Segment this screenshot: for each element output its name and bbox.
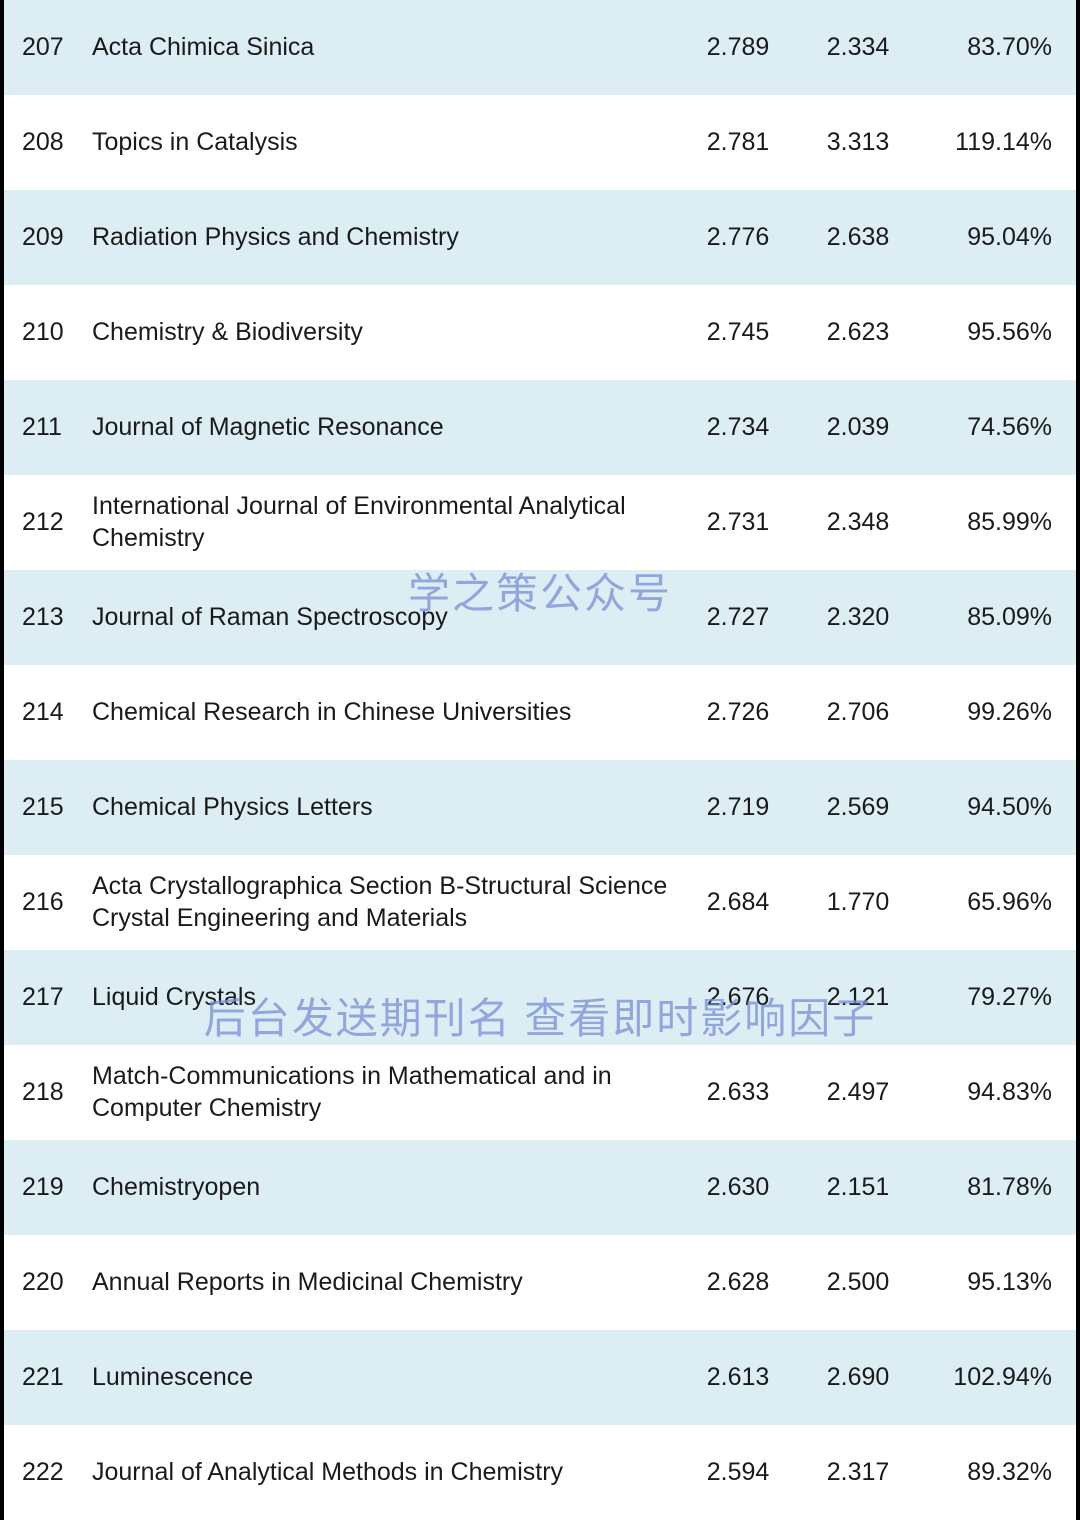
table-row: 222Journal of Analytical Methods in Chem… [4, 1425, 1076, 1520]
journal-name-cell: Chemical Research in Chinese Universitie… [82, 697, 678, 728]
table-row: 214Chemical Research in Chinese Universi… [4, 665, 1076, 760]
value1-cell: 2.727 [678, 603, 798, 632]
table-row: 209Radiation Physics and Chemistry2.7762… [4, 190, 1076, 285]
journal-name-cell: Acta Crystallographica Section B-Structu… [82, 871, 678, 934]
value2-cell: 2.569 [798, 793, 918, 822]
journal-name-cell: Topics in Catalysis [82, 127, 678, 158]
percent-cell: 85.09% [918, 603, 1058, 632]
percent-cell: 79.27% [918, 983, 1058, 1012]
rank-cell: 215 [22, 793, 82, 822]
value2-cell: 1.770 [798, 888, 918, 917]
journal-name-cell: Journal of Raman Spectroscopy [82, 602, 678, 633]
value2-cell: 2.039 [798, 413, 918, 442]
journal-name-cell: Radiation Physics and Chemistry [82, 222, 678, 253]
value2-cell: 2.151 [798, 1173, 918, 1202]
rank-cell: 218 [22, 1078, 82, 1107]
journal-name-cell: Chemical Physics Letters [82, 792, 678, 823]
percent-cell: 102.94% [918, 1363, 1058, 1392]
percent-cell: 95.04% [918, 223, 1058, 252]
value1-cell: 2.781 [678, 128, 798, 157]
table-row: 221Luminescence2.6132.690102.94% [4, 1330, 1076, 1425]
journal-name-cell: Liquid Crystals [82, 982, 678, 1013]
rank-cell: 212 [22, 508, 82, 537]
value1-cell: 2.633 [678, 1078, 798, 1107]
journal-name-cell: International Journal of Environmental A… [82, 491, 678, 554]
percent-cell: 85.99% [918, 508, 1058, 537]
rank-cell: 209 [22, 223, 82, 252]
rank-cell: 219 [22, 1173, 82, 1202]
journal-table: 207Acta Chimica Sinica2.7892.33483.70%20… [0, 0, 1080, 1520]
rank-cell: 207 [22, 33, 82, 62]
journal-name-cell: Journal of Magnetic Resonance [82, 412, 678, 443]
rank-cell: 208 [22, 128, 82, 157]
rank-cell: 217 [22, 983, 82, 1012]
value1-cell: 2.745 [678, 318, 798, 347]
value1-cell: 2.776 [678, 223, 798, 252]
rank-cell: 220 [22, 1268, 82, 1297]
value1-cell: 2.628 [678, 1268, 798, 1297]
value1-cell: 2.594 [678, 1458, 798, 1487]
value2-cell: 3.313 [798, 128, 918, 157]
value2-cell: 2.500 [798, 1268, 918, 1297]
table-row: 211Journal of Magnetic Resonance2.7342.0… [4, 380, 1076, 475]
rank-cell: 210 [22, 318, 82, 347]
table-row: 210Chemistry & Biodiversity2.7452.62395.… [4, 285, 1076, 380]
table-row: 208Topics in Catalysis2.7813.313119.14% [4, 95, 1076, 190]
table-row: 217Liquid Crystals2.6762.12179.27% [4, 950, 1076, 1045]
journal-name-cell: Journal of Analytical Methods in Chemist… [82, 1457, 678, 1488]
value2-cell: 2.638 [798, 223, 918, 252]
value2-cell: 2.623 [798, 318, 918, 347]
table-row: 207Acta Chimica Sinica2.7892.33483.70% [4, 0, 1076, 95]
rank-cell: 213 [22, 603, 82, 632]
value2-cell: 2.706 [798, 698, 918, 727]
percent-cell: 95.56% [918, 318, 1058, 347]
percent-cell: 83.70% [918, 33, 1058, 62]
value1-cell: 2.789 [678, 33, 798, 62]
table-row: 213Journal of Raman Spectroscopy2.7272.3… [4, 570, 1076, 665]
value2-cell: 2.497 [798, 1078, 918, 1107]
percent-cell: 95.13% [918, 1268, 1058, 1297]
rank-cell: 216 [22, 888, 82, 917]
value2-cell: 2.320 [798, 603, 918, 632]
percent-cell: 81.78% [918, 1173, 1058, 1202]
percent-cell: 119.14% [918, 128, 1058, 157]
journal-name-cell: Luminescence [82, 1362, 678, 1393]
rank-cell: 214 [22, 698, 82, 727]
percent-cell: 74.56% [918, 413, 1058, 442]
rank-cell: 211 [22, 413, 82, 442]
table-row: 220Annual Reports in Medicinal Chemistry… [4, 1235, 1076, 1330]
value2-cell: 2.690 [798, 1363, 918, 1392]
value1-cell: 2.731 [678, 508, 798, 537]
journal-name-cell: Chemistry & Biodiversity [82, 317, 678, 348]
value2-cell: 2.317 [798, 1458, 918, 1487]
rank-cell: 221 [22, 1363, 82, 1392]
table-row: 216Acta Crystallographica Section B-Stru… [4, 855, 1076, 950]
table-row: 212International Journal of Environmenta… [4, 475, 1076, 570]
value1-cell: 2.613 [678, 1363, 798, 1392]
value1-cell: 2.630 [678, 1173, 798, 1202]
value1-cell: 2.719 [678, 793, 798, 822]
table-row: 215Chemical Physics Letters2.7192.56994.… [4, 760, 1076, 855]
percent-cell: 94.83% [918, 1078, 1058, 1107]
value1-cell: 2.734 [678, 413, 798, 442]
percent-cell: 89.32% [918, 1458, 1058, 1487]
percent-cell: 65.96% [918, 888, 1058, 917]
journal-name-cell: Match-Communications in Mathematical and… [82, 1061, 678, 1124]
table-row: 219Chemistryopen2.6302.15181.78% [4, 1140, 1076, 1235]
value1-cell: 2.684 [678, 888, 798, 917]
rank-cell: 222 [22, 1458, 82, 1487]
value1-cell: 2.676 [678, 983, 798, 1012]
journal-name-cell: Annual Reports in Medicinal Chemistry [82, 1267, 678, 1298]
table-row: 218Match-Communications in Mathematical … [4, 1045, 1076, 1140]
value2-cell: 2.121 [798, 983, 918, 1012]
journal-name-cell: Acta Chimica Sinica [82, 32, 678, 63]
percent-cell: 99.26% [918, 698, 1058, 727]
value2-cell: 2.334 [798, 33, 918, 62]
value2-cell: 2.348 [798, 508, 918, 537]
journal-name-cell: Chemistryopen [82, 1172, 678, 1203]
value1-cell: 2.726 [678, 698, 798, 727]
percent-cell: 94.50% [918, 793, 1058, 822]
